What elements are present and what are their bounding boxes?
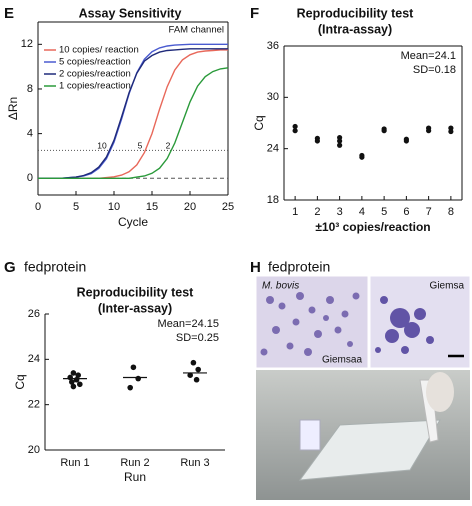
y-tick-label: 30 [267,91,279,103]
channel-label: FAM channel [169,25,224,36]
x-tick-label: 25 [222,201,234,213]
panel-letter: H [250,259,261,276]
panel-letter: E [4,5,14,22]
point [187,372,193,379]
y-axis-label: Cq [252,115,266,130]
x-tick-label: Run 1 [60,457,89,469]
point [195,366,201,373]
chart-title: Assay Sensitivity [79,6,182,20]
point [75,372,81,379]
y-tick-label: 8 [27,83,33,95]
point [190,359,197,366]
point [130,364,137,371]
x-tick-label: 1 [292,206,298,218]
x-tick-label: 4 [359,206,365,218]
point [70,370,77,376]
x-tick-label: 7 [426,206,432,218]
x-tick-label: 5 [73,201,79,213]
point [403,138,409,144]
point [135,375,141,382]
y-axis-label: ΔRn [6,97,20,120]
point [77,381,83,388]
point [70,383,77,390]
stat-label: SD=0.18 [413,64,456,76]
chart-title: Reproducibility test [77,285,195,299]
point [381,128,387,134]
x-tick-label: Run 3 [180,457,209,469]
y-tick-label: 12 [21,38,33,50]
y-tick-label: 20 [28,444,40,456]
legend-label: 10 copies/ reaction [59,45,139,56]
point [127,384,133,391]
x-tick-label: 15 [146,201,158,213]
point [193,376,200,383]
x-tick-label: 10 [108,201,120,213]
y-tick-label: 22 [28,399,40,411]
point [426,128,432,134]
x-axis-label: ±10³ copies/reaction [315,220,430,234]
point [359,154,365,160]
curve-annotation: 2 [166,141,171,151]
x-tick-label: Run 2 [120,457,149,469]
legend-label: 1 copies/reaction [59,81,131,92]
point [314,138,320,144]
chart-title: Reproducibility test [297,6,415,20]
x-tick-label: 3 [337,206,343,218]
y-tick-label: 0 [27,172,33,184]
x-tick-label: 8 [448,206,454,218]
x-tick-label: 0 [35,201,41,213]
curve-annotation: 10 [97,141,107,151]
point [337,142,343,148]
panel-header: fedprotein [268,259,330,275]
x-axis-label: Cycle [118,215,148,229]
point [448,128,454,135]
legend-label: 5 copies/reaction [59,57,131,68]
y-tick-label: 24 [267,143,279,155]
point [73,376,80,383]
curve [38,67,229,179]
curve-annotation: 5 [138,141,143,151]
y-axis-label: Cq [13,374,27,389]
panel-letter: F [250,5,259,22]
stat-label: SD=0.25 [176,332,219,344]
y-tick-label: 18 [267,194,279,206]
point [337,138,343,144]
x-tick-label: 6 [403,206,409,218]
y-tick-label: 24 [28,353,40,365]
y-tick-label: 26 [28,308,40,320]
panel-header: fedprotein [24,259,86,275]
stat-label: Mean=24.15 [158,318,219,330]
micrograph-right: Giemsa [369,275,471,369]
x-tick-label: 2 [314,206,320,218]
stat-label: Mean=24.1 [401,50,456,62]
panel-letter: G [4,259,16,276]
y-tick-label: 36 [267,40,279,52]
image-label: Giemsaa [322,355,362,366]
chart-title: (Inter-assay) [98,301,172,315]
micrograph-left: M. bovis Giemsaa [255,275,369,369]
lab-photo [256,370,470,500]
image-label: M. bovis [262,281,299,292]
y-tick-label: 4 [27,128,33,140]
point [292,128,298,134]
image-label: Giemsa [430,281,465,292]
x-tick-label: 20 [184,201,196,213]
x-axis-label: Run [124,470,146,484]
point [69,379,75,385]
chart-title: (Intra-assay) [318,22,392,36]
x-tick-label: 5 [381,206,387,218]
point [292,123,298,130]
legend-label: 2 copies/reaction [59,69,131,80]
